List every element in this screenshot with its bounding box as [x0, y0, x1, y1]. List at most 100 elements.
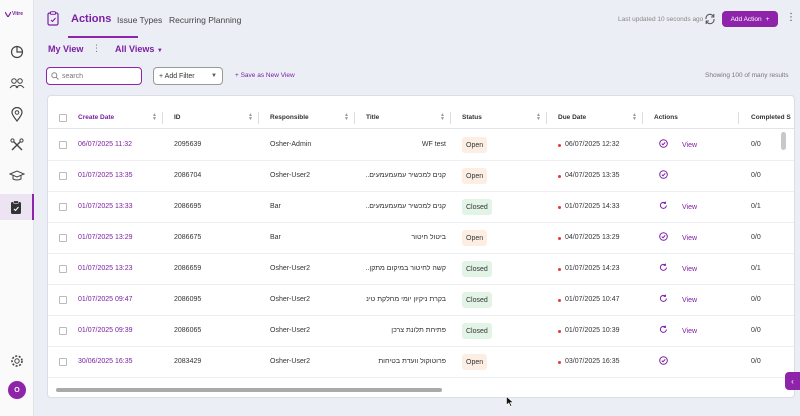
view-link[interactable]: View [682, 328, 698, 335]
column-divider[interactable] [546, 112, 547, 124]
reopen-icon[interactable] [659, 263, 668, 274]
col-responsible[interactable]: Responsible [270, 114, 309, 121]
tab-issue-types[interactable]: Issue Types [117, 15, 163, 25]
id-cell: 2086704 [174, 172, 202, 179]
all-views-dropdown[interactable]: All Views ▼ [115, 44, 163, 54]
col-completed[interactable]: Completed S [751, 114, 791, 121]
horizontal-scrollbar[interactable] [56, 388, 442, 392]
col-actions[interactable]: Actions [654, 114, 678, 121]
sidebar-item-maintenance[interactable] [0, 132, 34, 158]
create-date-cell[interactable]: 01/07/2025 13:33 [78, 203, 133, 210]
sort-icon[interactable]: ▲ ▼ [632, 112, 637, 122]
row-checkbox[interactable] [59, 234, 67, 242]
row-checkbox[interactable] [59, 327, 67, 335]
column-divider[interactable] [258, 112, 259, 124]
due-date-cell: 04/07/2025 13:35 [565, 172, 620, 179]
reopen-icon[interactable] [659, 294, 668, 305]
row-checkbox[interactable] [59, 203, 67, 211]
create-date-cell[interactable]: 01/07/2025 13:29 [78, 234, 133, 241]
complete-check-icon[interactable] [659, 170, 668, 181]
table-row[interactable]: 01/07/2025 13:23 2086659 Osher-User2 קשה לח… [48, 254, 794, 285]
completed-cell: 0/0 [751, 172, 761, 179]
completed-cell: 0/0 [751, 141, 761, 148]
create-date-cell[interactable]: 01/07/2025 13:35 [78, 172, 133, 179]
column-divider[interactable] [738, 112, 739, 124]
create-date-cell[interactable]: 30/06/2025 16:35 [78, 358, 133, 365]
create-date-cell[interactable]: 01/07/2025 09:47 [78, 296, 133, 303]
col-id[interactable]: ID [174, 114, 181, 121]
view-options-icon[interactable]: ⋮ [92, 43, 101, 53]
users-icon [9, 78, 25, 89]
sort-icon[interactable]: ▲ ▼ [344, 112, 349, 122]
app-logo[interactable]: Vitre [5, 11, 23, 17]
create-date-cell[interactable]: 01/07/2025 13:23 [78, 265, 133, 272]
due-indicator-dot [558, 361, 561, 364]
row-checkbox[interactable] [59, 358, 67, 366]
view-link[interactable]: View [682, 204, 698, 211]
sidebar-item-users[interactable] [0, 70, 34, 96]
view-link[interactable]: View [682, 235, 698, 242]
table-row[interactable]: 01/07/2025 13:35 2086704 Osher-User2 קנים ל… [48, 161, 794, 192]
view-link[interactable]: View [682, 297, 698, 304]
id-cell: 2086659 [174, 265, 202, 272]
select-all-checkbox[interactable] [59, 114, 67, 122]
search-box[interactable] [46, 67, 142, 85]
column-divider[interactable] [450, 112, 451, 124]
column-divider[interactable] [642, 112, 643, 124]
col-title[interactable]: Title [366, 114, 380, 121]
column-divider[interactable] [162, 112, 163, 124]
more-options-icon[interactable]: ⋮ [786, 12, 796, 23]
create-date-cell[interactable]: 01/07/2025 09:39 [78, 327, 133, 334]
create-date-cell[interactable]: 06/07/2025 11:32 [78, 141, 132, 148]
table-row[interactable]: 01/07/2025 13:29 2086675 Bar ביטול חיטור Ope… [48, 223, 794, 254]
search-input[interactable] [62, 72, 132, 80]
due-indicator-dot [558, 144, 561, 147]
sort-icon[interactable]: ▲ ▼ [248, 112, 253, 122]
chart-icon [10, 45, 24, 59]
table-row[interactable]: 30/06/2025 16:35 2083429 Osher-User2 פרוטוק… [48, 347, 794, 378]
sidebar-item-locations[interactable] [0, 101, 34, 127]
col-due-date[interactable]: Due Date [558, 114, 587, 121]
complete-check-icon[interactable] [659, 232, 668, 243]
save-as-new-view-link[interactable]: + Save as New View [235, 72, 295, 79]
col-status[interactable]: Status [462, 114, 482, 121]
responsible-cell: Osher-Admin [270, 141, 312, 148]
table-row[interactable]: 01/07/2025 13:33 2086695 Bar קנים למכשיר עמ… [48, 192, 794, 223]
sort-icon[interactable]: ▲ ▼ [440, 112, 445, 122]
tab-recurring-planning[interactable]: Recurring Planning [169, 15, 242, 25]
view-link[interactable]: View [682, 266, 698, 273]
complete-check-icon[interactable] [659, 139, 668, 150]
complete-check-icon[interactable] [659, 356, 668, 367]
sort-icon[interactable]: ▲ ▼ [152, 112, 157, 122]
row-checkbox[interactable] [59, 296, 67, 304]
due-indicator-dot [558, 237, 561, 240]
reopen-icon[interactable] [659, 201, 668, 212]
column-divider[interactable] [354, 112, 355, 124]
table-row[interactable]: 01/07/2025 09:39 2086065 Osher-User2 פתיחת … [48, 316, 794, 347]
vertical-scrollbar[interactable] [781, 132, 786, 150]
page-title[interactable]: Actions [71, 13, 112, 25]
avatar[interactable]: O [8, 381, 26, 399]
due-date-cell: 01/07/2025 14:23 [565, 265, 620, 272]
sort-icon[interactable]: ▲ ▼ [536, 112, 541, 122]
row-checkbox[interactable] [59, 141, 67, 149]
sidebar-item-dashboard[interactable] [0, 39, 34, 65]
reopen-icon[interactable] [659, 325, 668, 336]
table-row[interactable]: 06/07/2025 11:32 2095639 Osher-Admin WF tes… [48, 130, 794, 161]
table-row[interactable]: 01/07/2025 09:47 2086095 Osher-User2 בקרת נ… [48, 285, 794, 316]
row-checkbox[interactable] [59, 265, 67, 273]
col-create-date[interactable]: Create Date [78, 114, 115, 121]
my-view-title[interactable]: My View [48, 44, 84, 54]
sidebar-item-actions[interactable] [0, 194, 34, 220]
status-badge: Closed [462, 199, 492, 215]
add-action-button[interactable]: Add Action + [722, 11, 778, 27]
id-cell: 2086675 [174, 234, 202, 241]
side-panel-toggle[interactable]: ‹ [785, 372, 800, 390]
responsible-cell: Osher-User2 [270, 358, 311, 365]
add-filter-dropdown[interactable]: + Add Filter ▼ [153, 67, 223, 85]
row-checkbox[interactable] [59, 172, 67, 180]
sidebar-item-training[interactable] [0, 163, 34, 189]
sidebar-item-settings[interactable] [0, 348, 34, 374]
view-link[interactable]: View [682, 142, 698, 149]
refresh-icon[interactable] [704, 13, 716, 25]
